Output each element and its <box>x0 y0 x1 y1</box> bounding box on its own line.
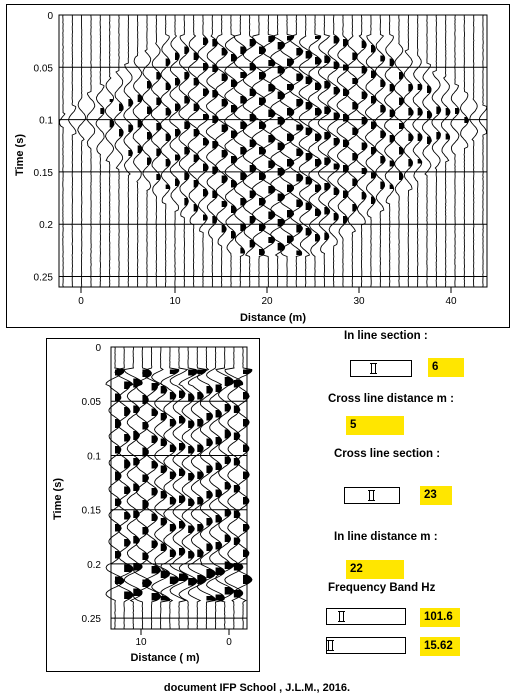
slider-thumb[interactable] <box>327 640 334 651</box>
freq-low-slider[interactable] <box>326 637 406 654</box>
inline-seismic-section: 0 0.05 0.1 0.15 0.2 0.25 0 10 20 30 40 Distance (m)… <box>14 11 488 324</box>
crossline-trace <box>215 347 235 630</box>
inline-trace <box>478 14 488 287</box>
inline-trace <box>104 14 115 287</box>
inline-trace <box>298 14 313 287</box>
inline-trace <box>431 14 442 287</box>
inline-trace <box>346 14 359 287</box>
x-tick-label: 30 <box>353 296 365 307</box>
inline-trace <box>327 15 341 287</box>
inline-trace <box>205 14 219 287</box>
plot-frame <box>58 14 488 288</box>
crossline-trace <box>178 346 198 629</box>
x-axis-label: Distance ( m) <box>130 652 199 664</box>
inline-trace <box>77 14 87 287</box>
in-line-section-value: 6 <box>428 358 464 377</box>
cross-line-section-label: Cross line section : <box>334 448 441 460</box>
y-tick-label: 0.15 <box>34 168 54 179</box>
inline-trace <box>233 14 248 287</box>
inline-section-panel: 0 0.05 0.1 0.15 0.2 0.25 0 10 20 30 40 Distance (m)… <box>6 4 510 328</box>
crossline-section-panel: 0 0.05 0.1 0.15 0.2 0.25 10 0 Distance ( m) Time … <box>46 338 260 672</box>
in-line-section-label: In line section : <box>344 330 428 342</box>
inline-trace <box>317 14 332 287</box>
inline-trace <box>270 14 286 287</box>
y-tick-label: 0.25 <box>34 273 54 284</box>
inline-trace <box>469 14 478 287</box>
y-tick-label: 0.2 <box>39 220 53 231</box>
cross-line-section-value: 23 <box>420 486 452 505</box>
inline-trace <box>422 14 433 287</box>
y-tick-label: 0 <box>47 11 53 22</box>
x-tick-label: 0 <box>78 296 84 307</box>
crossline-trace <box>114 347 134 630</box>
y-tick-label: 0.15 <box>82 506 102 517</box>
freq-high-slider[interactable] <box>326 608 406 625</box>
y-tick-label: 0 <box>95 343 101 354</box>
slider-thumb[interactable] <box>370 363 377 374</box>
x-tick-label: 20 <box>261 296 273 307</box>
inline-trace <box>308 14 322 287</box>
in-line-distance-value: 22 <box>346 560 404 579</box>
cross-line-section-slider[interactable] <box>344 487 400 504</box>
x-axis-label: Distance (m) <box>240 312 306 324</box>
inline-trace <box>160 14 172 287</box>
y-tick-label: 0.05 <box>34 63 54 74</box>
slider-thumb[interactable] <box>368 490 375 501</box>
in-line-section-slider[interactable] <box>350 360 412 377</box>
inline-trace <box>460 14 469 287</box>
inline-trace <box>450 14 460 287</box>
crossline-trace <box>142 346 162 629</box>
inline-trace <box>86 14 96 287</box>
y-tick-label: 0.25 <box>82 614 102 625</box>
y-tick-label: 0.1 <box>87 451 101 462</box>
inline-trace <box>169 15 181 287</box>
cross-line-distance-value: 5 <box>346 416 404 435</box>
in-line-distance-label: In line distance m : <box>334 531 438 543</box>
inline-trace <box>68 14 77 287</box>
inline-trace <box>374 14 387 287</box>
inline-trace <box>364 15 377 287</box>
slider-thumb[interactable] <box>338 611 345 622</box>
crossline-seismic-section: 0 0.05 0.1 0.15 0.2 0.25 10 0 Distance ( m) Time … <box>52 343 253 664</box>
inline-trace <box>59 14 66 287</box>
inline-trace <box>141 14 153 287</box>
x-tick-label: 10 <box>135 637 147 648</box>
inline-trace <box>215 14 229 287</box>
inline-trace <box>441 14 451 287</box>
inline-trace <box>355 15 368 287</box>
freq-high-value: 101.6 <box>420 608 460 627</box>
y-tick-label: 0.2 <box>87 560 101 571</box>
freq-low-value: 15.62 <box>420 637 460 656</box>
x-tick-label: 0 <box>226 637 232 648</box>
inline-trace <box>178 14 191 287</box>
inline-trace <box>251 14 267 287</box>
inline-trace <box>289 14 304 287</box>
crossline-trace <box>169 346 189 629</box>
inline-trace <box>132 14 143 287</box>
inline-trace <box>95 14 105 287</box>
inline-trace <box>260 14 276 287</box>
y-axis-label: Time (s) <box>14 134 26 176</box>
inline-trace <box>196 14 210 287</box>
inline-trace <box>384 14 396 287</box>
x-tick-label: 10 <box>169 296 181 307</box>
y-tick-label: 0.1 <box>39 116 53 127</box>
crossline-trace <box>196 346 216 630</box>
crossline-trace <box>233 346 253 630</box>
x-tick-label: 40 <box>445 296 457 307</box>
inline-trace <box>412 14 423 287</box>
inline-trace <box>403 14 414 287</box>
inline-trace <box>123 14 134 287</box>
inline-trace <box>114 14 124 287</box>
y-axis-label: Time (s) <box>52 478 64 520</box>
footer-credit: document IFP School , J.L.M., 2016. <box>163 682 351 694</box>
inline-trace <box>393 14 405 287</box>
cross-line-distance-label: Cross line distance m : <box>328 393 454 405</box>
frequency-band-label: Frequency Band Hz <box>328 582 436 594</box>
inline-trace <box>150 14 162 287</box>
y-tick-label: 0.05 <box>82 397 102 408</box>
crossline-trace <box>160 346 180 630</box>
inline-trace <box>336 14 350 287</box>
